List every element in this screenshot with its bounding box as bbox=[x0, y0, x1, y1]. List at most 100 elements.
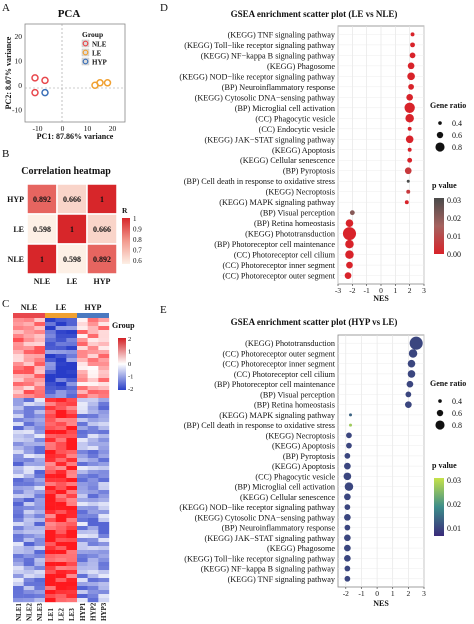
expression-cell bbox=[87, 494, 99, 499]
expression-cell bbox=[45, 522, 56, 527]
expression-cell bbox=[77, 366, 88, 371]
expression-cell bbox=[66, 478, 78, 483]
gsea-term-label: (KEGG) TNF signaling pathway bbox=[228, 575, 336, 584]
gsea-d-size-legend-title: Gene ratio bbox=[430, 101, 466, 110]
expression-cell bbox=[13, 390, 24, 395]
expression-cell bbox=[34, 478, 46, 483]
expression-cell bbox=[13, 594, 24, 599]
expression-cell bbox=[77, 394, 88, 399]
expression-cell bbox=[45, 458, 56, 463]
expression-cell bbox=[77, 546, 88, 551]
expression-cell bbox=[55, 594, 67, 599]
expression-cell bbox=[98, 454, 110, 459]
expression-cell bbox=[34, 558, 46, 563]
expression-cell bbox=[55, 350, 67, 355]
expression-cell bbox=[66, 346, 78, 351]
expression-cell bbox=[34, 326, 46, 331]
expression-cell bbox=[45, 478, 56, 483]
expression-cell bbox=[23, 402, 35, 407]
expression-cell bbox=[34, 494, 46, 499]
expression-cell bbox=[98, 434, 110, 439]
gsea-point bbox=[344, 514, 351, 521]
panel-d-letter: D bbox=[160, 2, 168, 14]
pca-x-tick-label: 10 bbox=[84, 124, 92, 133]
expression-cell bbox=[34, 506, 46, 511]
expression-cell bbox=[77, 374, 88, 379]
expression-cell bbox=[23, 490, 35, 495]
expression-cell bbox=[87, 442, 99, 447]
expression-cell bbox=[87, 446, 99, 451]
gsea-point bbox=[345, 219, 354, 227]
gsea-size-legend-label: 0.6 bbox=[452, 409, 462, 418]
expression-cell bbox=[66, 486, 78, 491]
gsea-term-label: (KEGG) Cytosolic DNA−sensing pathway bbox=[195, 513, 336, 522]
expression-cell bbox=[45, 574, 56, 579]
heatmap-legend-ticks: 1 0.9 0.8 0.7 0.6 bbox=[133, 215, 142, 265]
pca-legend-label: HYP bbox=[92, 59, 108, 67]
gsea-size-legend-label: 0.4 bbox=[452, 119, 462, 128]
expression-cell bbox=[13, 350, 24, 355]
expression-cell bbox=[98, 514, 110, 519]
expression-cell bbox=[45, 342, 56, 347]
expression-cell bbox=[98, 426, 110, 431]
expression-cell bbox=[34, 426, 46, 431]
expression-cell bbox=[13, 586, 24, 591]
expression-cell bbox=[77, 494, 88, 499]
gsea-term-label: (CC) Photoreceptor outer segment bbox=[222, 349, 335, 358]
expression-cell bbox=[87, 342, 99, 347]
expression-sample-label: NLE3 bbox=[36, 603, 44, 621]
expression-cell bbox=[66, 438, 78, 443]
expression-cell bbox=[87, 466, 99, 471]
expression-cell bbox=[55, 366, 67, 371]
expression-cell bbox=[87, 382, 99, 387]
expression-cell bbox=[87, 498, 99, 503]
gsea-term-label: (KEGG) MAPK signaling pathway bbox=[219, 198, 336, 207]
expression-cell bbox=[87, 590, 99, 595]
expression-cell bbox=[66, 390, 78, 395]
expression-cell bbox=[45, 330, 56, 335]
expression-cell bbox=[98, 590, 110, 595]
pca-legend-marker bbox=[82, 58, 89, 65]
expression-cell bbox=[55, 454, 67, 459]
expression-cell bbox=[87, 322, 99, 327]
expression-cell bbox=[55, 402, 67, 407]
gsea-d-size-legend: 0.4 0.6 0.8 bbox=[435, 119, 462, 152]
expression-cell bbox=[34, 574, 46, 579]
gsea-term-label: (KEGG) Phototransduction bbox=[245, 230, 335, 239]
pca-point-le bbox=[103, 79, 112, 87]
expression-cell bbox=[34, 498, 46, 503]
expression-cell bbox=[66, 458, 78, 463]
expression-cell bbox=[66, 498, 78, 503]
expression-cell bbox=[77, 402, 88, 407]
expression-cell bbox=[66, 586, 78, 591]
expression-cell bbox=[66, 562, 78, 567]
expression-cell bbox=[66, 374, 78, 379]
expression-cell bbox=[23, 554, 35, 559]
expression-cell bbox=[34, 366, 46, 371]
expression-cell bbox=[23, 594, 35, 599]
expression-cell bbox=[98, 318, 110, 323]
expression-cell bbox=[87, 402, 99, 407]
expression-cell bbox=[66, 466, 78, 471]
expression-cell bbox=[45, 410, 56, 415]
expression-cell bbox=[55, 510, 67, 515]
expression-cell bbox=[34, 334, 46, 339]
expression-cell bbox=[45, 446, 56, 451]
expression-cell bbox=[45, 362, 56, 367]
expression-cell bbox=[34, 482, 46, 487]
expression-cell bbox=[34, 546, 46, 551]
expression-cell bbox=[23, 382, 35, 387]
expression-cell bbox=[23, 430, 35, 435]
expression-cell bbox=[45, 346, 56, 351]
expression-cell bbox=[66, 594, 78, 599]
expression-cell bbox=[87, 554, 99, 559]
expression-cell bbox=[98, 322, 110, 327]
expression-cell bbox=[66, 510, 78, 515]
expression-cell bbox=[45, 374, 56, 379]
expression-cell bbox=[34, 586, 46, 591]
gsea-size-legend-dot bbox=[436, 131, 444, 139]
gsea-point bbox=[404, 200, 409, 205]
expression-cell bbox=[77, 574, 88, 579]
expression-cell bbox=[45, 502, 56, 507]
